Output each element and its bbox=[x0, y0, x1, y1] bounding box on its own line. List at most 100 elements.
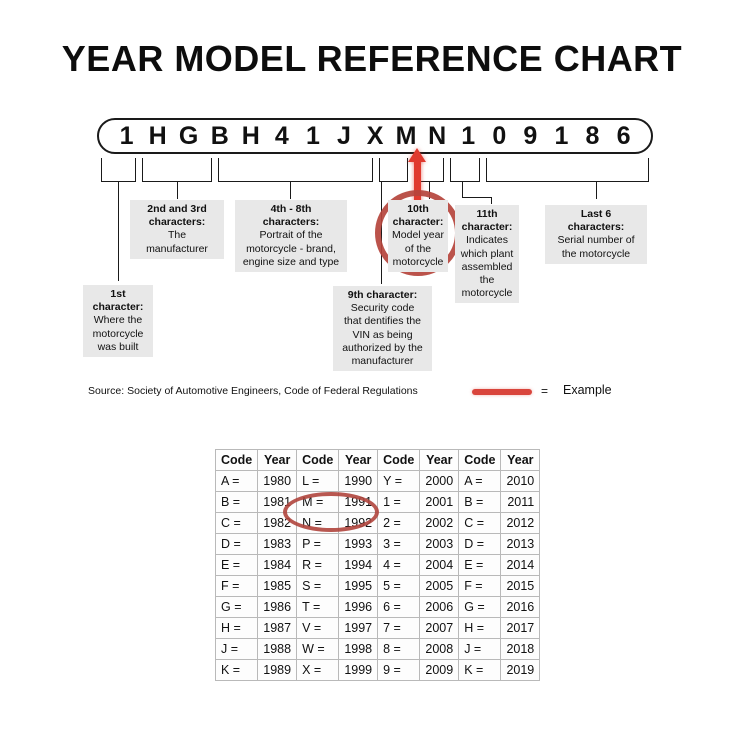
cell-year: 2005 bbox=[419, 575, 460, 597]
cell-year: 2006 bbox=[419, 596, 460, 618]
cell-year: 2018 bbox=[500, 638, 541, 660]
bracket-7-left bbox=[486, 158, 487, 182]
cell-code: 6 = bbox=[377, 596, 421, 618]
callout-fourth-eighth-line-2: characters: bbox=[262, 216, 320, 229]
callout-ninth-line-5: authorized by the bbox=[342, 341, 423, 354]
cell-code: X = bbox=[296, 659, 340, 681]
legend-example-label: Example bbox=[563, 383, 612, 397]
cell-code: 7 = bbox=[377, 617, 421, 639]
cell-code: A = bbox=[214, 470, 259, 492]
bracket-3-right bbox=[372, 158, 373, 182]
cell-code: W = bbox=[296, 638, 340, 660]
callout-eleventh-line-3: Indicates bbox=[465, 234, 509, 247]
callout-first-character-line-3: Where the bbox=[93, 314, 143, 327]
cell-year: 2008 bbox=[419, 638, 460, 660]
cell-year: 2015 bbox=[500, 575, 541, 597]
cell-year: 2019 bbox=[500, 659, 541, 681]
cell-year: 2010 bbox=[500, 470, 541, 492]
leader-6-across bbox=[462, 197, 492, 198]
callout-first-character-line-2: character: bbox=[92, 301, 144, 314]
vin-character-row: 1 H G B H 4 1 J X M N 1 0 9 1 8 6 bbox=[97, 118, 653, 154]
vin-char-1: 1 bbox=[119, 121, 134, 150]
bracket-4-left bbox=[379, 158, 380, 182]
col-header-code-1: Code bbox=[214, 449, 259, 471]
cell-year: 1983 bbox=[257, 533, 298, 555]
callout-last-six-line-3: Serial number of bbox=[557, 234, 635, 247]
callout-last-six-line-4: the motorcycle bbox=[561, 247, 631, 260]
vin-char-12: 1 bbox=[461, 121, 476, 150]
callout-ninth-line-3: that dentifies the bbox=[343, 315, 422, 328]
cell-code: E = bbox=[214, 554, 259, 576]
callout-second-third-line-2: characters: bbox=[148, 216, 206, 229]
cell-code: 3 = bbox=[377, 533, 421, 555]
col-header-year-1: Year bbox=[257, 449, 298, 471]
cell-code: 9 = bbox=[377, 659, 421, 681]
cell-code: C = bbox=[214, 512, 259, 534]
bracket-3-top bbox=[218, 181, 373, 182]
callout-ninth-line-6: manufacturer bbox=[351, 355, 414, 368]
callout-ninth-line-1: 9th character: bbox=[347, 289, 418, 301]
callout-eleventh-line-5: assembled bbox=[461, 260, 513, 273]
callout-first-character-line-5: was built bbox=[97, 340, 139, 353]
bracket-1-right bbox=[135, 158, 136, 182]
table-row: K = 1989 X = 1999 9 = 2009 K = 2019 bbox=[214, 659, 541, 681]
callout-second-third-line-1: 2nd and 3rd bbox=[147, 203, 207, 215]
callout-last-six-characters: Last 6 characters: Serial number of the … bbox=[545, 205, 647, 264]
model-year-arrow-shaft bbox=[414, 160, 421, 215]
cell-year: 2014 bbox=[500, 554, 541, 576]
leader-2 bbox=[177, 181, 178, 199]
callout-tenth-line-2: character: bbox=[392, 216, 444, 229]
cell-code: F = bbox=[458, 575, 502, 597]
cell-year: 2003 bbox=[419, 533, 460, 555]
callout-fourth-eighth-characters: 4th - 8th characters: Portrait of the mo… bbox=[235, 200, 347, 273]
year-code-table: Code Year Code Year Code Year Code Year … bbox=[214, 449, 541, 681]
col-header-year-2: Year bbox=[338, 449, 379, 471]
cell-code: K = bbox=[458, 659, 502, 681]
leader-6-down bbox=[462, 181, 463, 198]
bracket-4-top bbox=[379, 181, 408, 182]
cell-year: 1985 bbox=[257, 575, 298, 597]
callout-ninth-line-4: VIN as being bbox=[352, 328, 413, 341]
callout-eleventh-line-4: which plant bbox=[460, 247, 514, 260]
cell-year: 2013 bbox=[500, 533, 541, 555]
cell-year: 1996 bbox=[338, 596, 379, 618]
vin-char-13: 0 bbox=[492, 121, 507, 150]
callout-second-third-line-3: The bbox=[167, 229, 187, 242]
vin-char-17: 6 bbox=[616, 121, 631, 150]
cell-code: L = bbox=[296, 470, 340, 492]
cell-code: D = bbox=[214, 533, 259, 555]
callout-eleventh-line-7: motorcycle bbox=[461, 287, 513, 300]
cell-code: R = bbox=[296, 554, 340, 576]
callout-last-six-line-1: Last 6 bbox=[580, 208, 612, 220]
cell-code: D = bbox=[458, 533, 502, 555]
cell-year: 2000 bbox=[419, 470, 460, 492]
callout-eleventh-line-6: the bbox=[479, 274, 495, 287]
cell-year: 1995 bbox=[338, 575, 379, 597]
cell-code: H = bbox=[458, 617, 502, 639]
callout-eleventh-line-1: 11th bbox=[476, 208, 498, 220]
vin-char-9: X bbox=[366, 121, 384, 150]
callout-ninth-character: 9th character: Security code that dentif… bbox=[333, 286, 432, 372]
cell-code: S = bbox=[296, 575, 340, 597]
cell-code: Y = bbox=[377, 470, 421, 492]
table-row: B = 1981 M = 1991 1 = 2001 B = 2011 bbox=[214, 491, 541, 513]
source-note: Source: Society of Automotive Engineers,… bbox=[88, 385, 418, 397]
vin-capsule-outline bbox=[97, 118, 653, 154]
bracket-7-top bbox=[486, 181, 649, 182]
cell-year: 1990 bbox=[338, 470, 379, 492]
callout-tenth-line-3: Model year bbox=[392, 229, 444, 242]
cell-code: J = bbox=[458, 638, 502, 660]
page-title: YEAR MODEL REFERENCE CHART bbox=[61, 38, 683, 79]
bracket-6-right bbox=[479, 158, 480, 182]
cell-year: 2011 bbox=[500, 491, 541, 513]
cell-year: 2001 bbox=[419, 491, 460, 513]
table-row: J = 1988 W = 1998 8 = 2008 J = 2018 bbox=[214, 638, 541, 660]
callout-fourth-eighth-line-4: motorcycle - brand, bbox=[246, 242, 336, 255]
cell-year: 2017 bbox=[500, 617, 541, 639]
callout-second-third-characters: 2nd and 3rd characters: The manufacturer bbox=[130, 200, 224, 259]
year-code-table-wrapper: Code Year Code Year Code Year Code Year … bbox=[214, 449, 541, 681]
bracket-6-top bbox=[450, 181, 480, 182]
vin-char-3: G bbox=[178, 121, 199, 150]
callout-fourth-eighth-line-5: engine size and type bbox=[242, 255, 340, 268]
cell-year: 1986 bbox=[257, 596, 298, 618]
